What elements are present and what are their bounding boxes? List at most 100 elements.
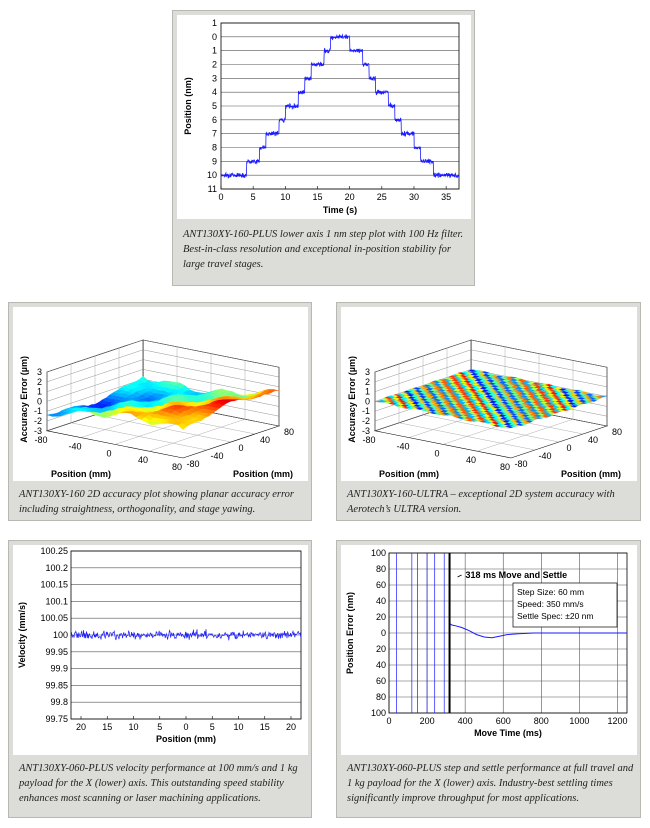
legend-line: Settle Spec: ±20 nm [517, 611, 593, 621]
x-tick-label: 35 [441, 192, 451, 202]
z-tick-label: 0 [37, 396, 42, 406]
x-tick-label: 20 [76, 722, 86, 732]
y-tick-label: 40 [376, 596, 386, 606]
y-tick-label: 40 [588, 435, 598, 445]
x-tick-label: 1200 [607, 716, 627, 726]
x-tick-label: 5 [251, 192, 256, 202]
z-tick-label: -2 [362, 416, 370, 426]
y-tick-label: -80 [514, 459, 527, 469]
chart-plot-area-3: 3 2 1 0 -1 -2 -3 Accuracy Error (µm) 80 40 0 -40 -80… [341, 307, 637, 481]
y-tick-label: 0 [212, 32, 217, 42]
y-tick-label: 99.85 [45, 680, 68, 690]
legend-line: Speed: 350 mm/s [517, 599, 584, 609]
x-tick-label: 0 [106, 448, 111, 458]
y-tick-label: 100.1 [45, 596, 68, 606]
y-axis-label: Position (nm) [183, 77, 193, 135]
wall-gridline [46, 349, 280, 382]
y-tick-label: 6 [212, 115, 217, 125]
x-tick-label: 400 [458, 716, 473, 726]
x-tick-label: 0 [183, 722, 188, 732]
floor-gridline [476, 419, 574, 452]
x-tick-label: 10 [233, 722, 243, 732]
x-tick-label: 25 [377, 192, 387, 202]
wall-gridline [46, 359, 280, 392]
x-axis-label: Move Time (ms) [474, 728, 542, 738]
z-tick-label: 1 [365, 387, 370, 397]
x-tick-label: 5 [210, 722, 215, 732]
y-tick-label: 40 [260, 435, 270, 445]
x-tick-label: 15 [312, 192, 322, 202]
y-tick-label: 100.25 [40, 546, 68, 556]
chart-panel-3: 3 2 1 0 -1 -2 -3 Accuracy Error (µm) 80 40 0 -40 -80… [336, 302, 641, 521]
x-tick-label: 600 [496, 716, 511, 726]
x-tick-label: -40 [68, 442, 81, 452]
chart-caption-3: ANT130XY-160-ULTRA – exceptional 2D syst… [347, 489, 615, 515]
chart-caption-4: ANT130XY-060-PLUS velocity performance a… [19, 763, 298, 804]
chart-panel-2: 3 2 1 0 -1 -2 -3 Accuracy Error (µm) 80 40 0 -40 -80… [8, 302, 312, 521]
x-tick-label: 40 [466, 455, 476, 465]
z-tick-label: -1 [34, 406, 42, 416]
y-tick-label: 99.8 [50, 697, 68, 707]
x-axis-label: Position (mm) [156, 734, 216, 744]
z-axis-label: Accuracy Error (µm) [19, 356, 29, 443]
chart-caption-1: ANT130XY-160-PLUS lower axis 1 nm step p… [183, 229, 464, 270]
legend-line: Step Size: 60 mm [517, 587, 584, 597]
x-tick-label: 0 [218, 192, 223, 202]
y-tick-label: 1 [212, 46, 217, 56]
annotation-leader [457, 574, 462, 578]
velocity-chart: 100.25100.2100.15100.1100.0510099.9599.9… [17, 546, 302, 744]
y-tick-label: 20 [376, 644, 386, 654]
y-tick-label: 4 [212, 87, 217, 97]
z-tick-label: 2 [37, 377, 42, 387]
y-tick-label: 80 [376, 564, 386, 574]
y-tick-label: 1 [212, 18, 217, 28]
chart-panel-4: 100.25 100.2 100.15 100.1 100.05 100 99.95 99.9… [8, 540, 312, 818]
y-tick-label: 7 [212, 129, 217, 139]
z-tick-label: -3 [362, 426, 370, 436]
y-tick-label: 100.05 [40, 613, 68, 623]
x-axis-label: Position (mm) [51, 469, 111, 479]
z-tick-label: -2 [34, 416, 42, 426]
y-tick-label: 0 [238, 443, 243, 453]
y-tick-label: 5 [212, 101, 217, 111]
y-tick-label: -40 [538, 451, 551, 461]
floor-gridline [398, 422, 536, 451]
wall-gridline [374, 339, 608, 373]
x-tick-label: 20 [286, 722, 296, 732]
x-tick-label: 15 [260, 722, 270, 732]
y-tick-label: 40 [376, 660, 386, 670]
z-tick-label: 3 [365, 367, 370, 377]
y-tick-label: 60 [376, 580, 386, 590]
y-tick-label: 11 [208, 184, 217, 194]
x-tick-label: 20 [345, 192, 355, 202]
y-axis-label: Velocity (mm/s) [17, 602, 27, 668]
y-tick-label: 80 [612, 427, 622, 437]
chart-panel-5: 100 80 60 40 20 0 20 40 60 80 100 0 200 400 600 800 1000… [336, 540, 641, 818]
wall-gridline [374, 349, 608, 382]
y-tick-label: 80 [376, 692, 386, 702]
x-tick-label: 5 [157, 722, 162, 732]
chart-plot-area-4: 100.25 100.2 100.15 100.1 100.05 100 99.95 99.9… [13, 545, 308, 755]
z-axis-label: Accuracy Error (µm) [347, 356, 357, 443]
x-tick-label: 80 [172, 462, 182, 472]
y-tick-label: 60 [376, 676, 386, 686]
z-tick-label: -1 [362, 406, 370, 416]
z-tick-label: 3 [37, 367, 42, 377]
z-tick-label: 0 [365, 396, 370, 406]
y-tick-label: 10 [207, 170, 217, 180]
chart-caption-2: ANT130XY-160 2D accuracy plot showing pl… [19, 489, 295, 515]
floor-gridline [148, 419, 246, 452]
y-tick-label: 99.75 [45, 714, 68, 724]
x-tick-label: 30 [409, 192, 419, 202]
y-tick-label: 99.95 [45, 647, 68, 657]
x-tick-label: 10 [280, 192, 290, 202]
y-tick-label: 100 [371, 708, 386, 718]
surface-cell [467, 369, 476, 372]
series-line-settle [449, 622, 627, 639]
y-tick-label: 99.9 [50, 664, 68, 674]
x-tick-label: 80 [500, 462, 510, 472]
y-axis-label: Position (mm) [233, 469, 293, 479]
